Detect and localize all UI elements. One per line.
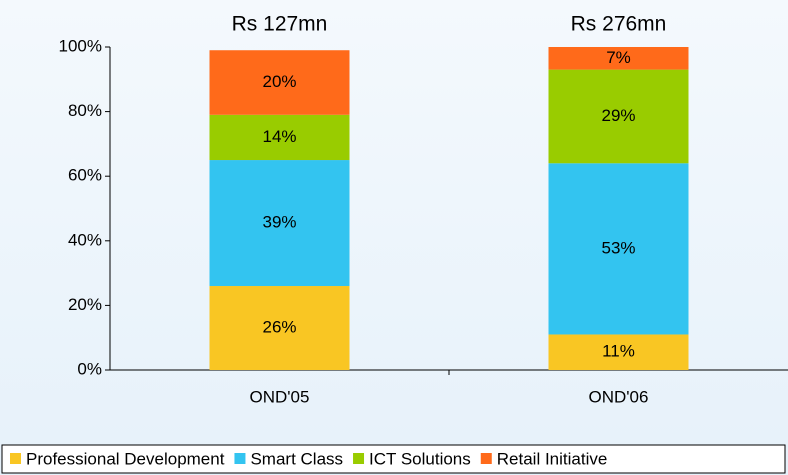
annotation: Rs 276mn	[571, 13, 667, 36]
value-label: 26%	[262, 317, 296, 336]
y-tick-label: 40%	[68, 230, 102, 249]
annotation: Rs 127mn	[232, 13, 328, 36]
legend-swatch	[480, 453, 492, 464]
value-label: 39%	[262, 213, 296, 232]
legend-swatch	[353, 453, 365, 464]
value-label: 14%	[262, 127, 296, 146]
x-tick-label: OND'06	[589, 387, 649, 406]
y-tick-label: 60%	[68, 166, 102, 185]
legend-label: ICT Solutions	[369, 449, 471, 468]
value-label: 11%	[602, 342, 635, 361]
legend-swatch	[10, 453, 21, 464]
value-label: 29%	[601, 106, 635, 125]
legend-label: Retail Initiative	[497, 449, 608, 468]
value-label: 7%	[606, 48, 631, 67]
value-label: 53%	[601, 238, 635, 257]
bar-segment	[548, 47, 689, 70]
legend-swatch	[234, 453, 246, 464]
bar-segment	[548, 334, 689, 370]
legend-label: Professional Development	[26, 449, 225, 468]
bar-segment	[209, 50, 350, 115]
bar-segment	[209, 286, 350, 370]
bar-segment	[209, 114, 350, 161]
x-tick-label: OND'05	[250, 387, 310, 406]
y-tick-label: 20%	[68, 295, 102, 314]
bar-segment	[548, 163, 689, 335]
y-tick-label: 0%	[77, 359, 102, 378]
legend-box	[1, 444, 786, 474]
legend-label: Smart Class	[250, 449, 343, 468]
y-tick-label: 100%	[59, 36, 102, 55]
bar-segment	[548, 69, 689, 164]
y-tick-label: 80%	[68, 101, 102, 120]
value-label: 20%	[262, 72, 296, 91]
bar-segment	[209, 160, 350, 287]
